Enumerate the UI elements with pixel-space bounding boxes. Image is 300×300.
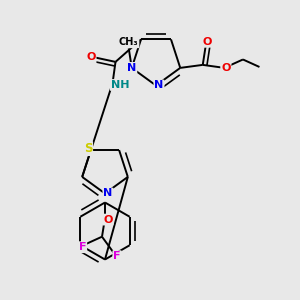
Text: CH₃: CH₃ bbox=[119, 38, 139, 47]
Text: F: F bbox=[113, 251, 121, 261]
Text: O: O bbox=[221, 63, 230, 73]
Text: N: N bbox=[103, 188, 112, 199]
Text: N: N bbox=[154, 80, 164, 91]
Text: O: O bbox=[202, 37, 212, 47]
Text: O: O bbox=[103, 214, 113, 225]
Text: NH: NH bbox=[111, 80, 129, 90]
Text: N: N bbox=[127, 63, 136, 73]
Text: F: F bbox=[79, 242, 86, 252]
Text: S: S bbox=[84, 142, 92, 155]
Text: O: O bbox=[86, 52, 96, 62]
